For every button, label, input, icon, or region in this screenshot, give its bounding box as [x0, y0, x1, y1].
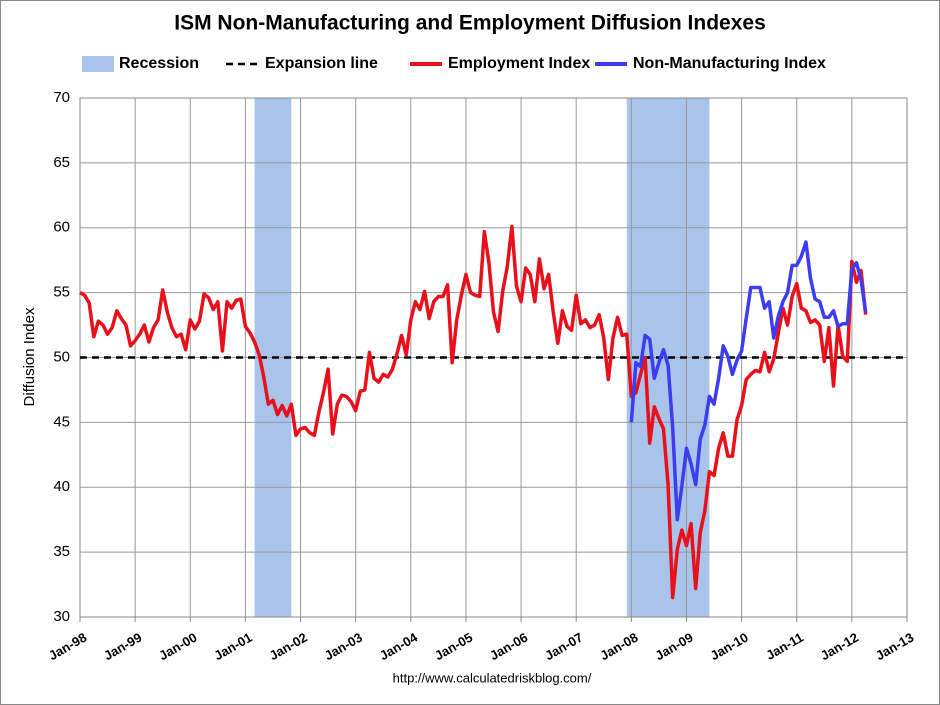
- y-tick-label: 65: [53, 154, 70, 171]
- y-tick-label: 35: [53, 543, 70, 560]
- chart-title: ISM Non-Manufacturing and Employment Dif…: [174, 12, 766, 35]
- y-axis-label: Diffusion Index: [21, 307, 38, 406]
- series-line: [79, 224, 868, 600]
- series-line: [629, 240, 868, 522]
- legend-label: Employment Index: [448, 55, 590, 72]
- y-tick-label: 50: [53, 348, 70, 365]
- y-tick-label: 70: [53, 89, 70, 106]
- y-tick-label: 55: [53, 284, 70, 301]
- y-tick-label: 60: [53, 219, 70, 236]
- legend-label: Recession: [119, 55, 199, 72]
- legend-label: Non-Manufacturing Index: [633, 55, 826, 72]
- legend-swatch: [82, 56, 114, 72]
- source: http://www.calculatedriskblog.com/: [393, 670, 592, 685]
- legend-label: Expansion line: [265, 55, 378, 72]
- y-tick-label: 40: [53, 478, 70, 495]
- y-tick-label: 30: [53, 608, 70, 625]
- y-tick-label: 45: [53, 413, 70, 430]
